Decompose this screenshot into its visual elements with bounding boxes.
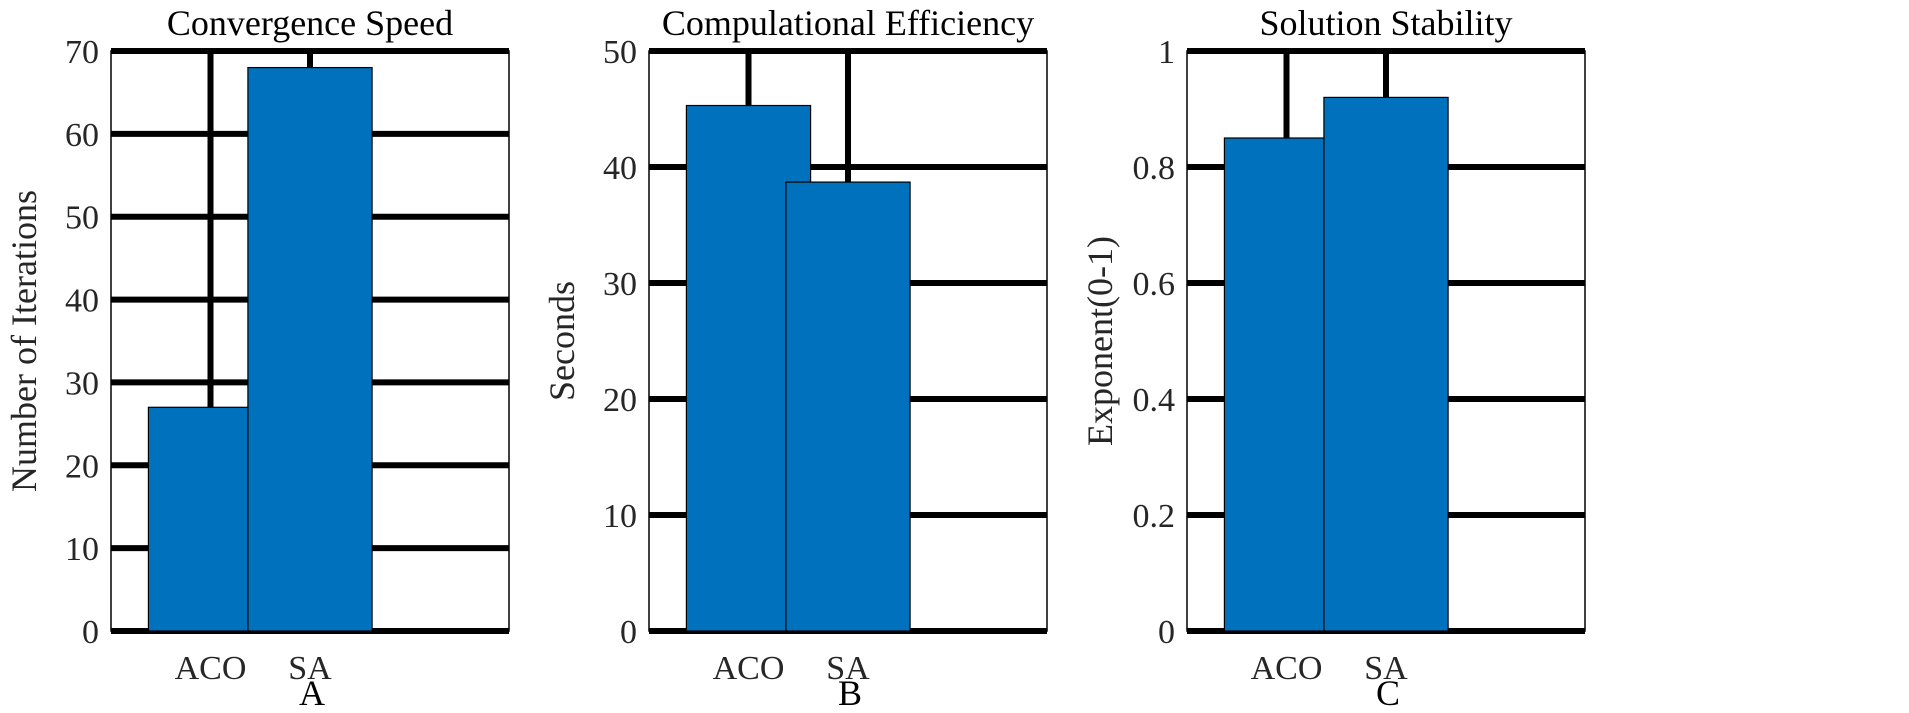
- chart-title: Compulational Efficiency: [662, 3, 1034, 43]
- y-tick-label: 1: [1158, 34, 1175, 71]
- y-tick-label: 0: [1158, 614, 1175, 651]
- y-tick-label: 50: [65, 200, 99, 237]
- y-tick-label: 0.6: [1133, 266, 1176, 303]
- y-tick-label: 30: [65, 365, 99, 402]
- chart-title: Solution Stability: [1259, 3, 1512, 43]
- y-axis-label: Seconds: [542, 281, 582, 401]
- y-tick-label: 10: [603, 498, 637, 535]
- y-axis-label: Number of Iterations: [4, 190, 44, 492]
- y-tick-label: 0.2: [1133, 498, 1176, 535]
- y-tick-label: 60: [65, 117, 99, 154]
- y-tick-label: 70: [65, 34, 99, 71]
- chart-panel-2: 0 10 20 30 40 50 ACO SA Compulational Efficiency…: [542, 3, 1048, 713]
- chart-panel-1: 0 10 20 30 40 50 60 70 ACO SA Convergence Speed A Nu…: [4, 3, 510, 713]
- x-axis-label: A: [299, 673, 325, 713]
- y-tick-label: 0.8: [1133, 150, 1176, 187]
- bar-sa: [247, 66, 373, 632]
- chart-title: Convergence Speed: [167, 3, 453, 43]
- y-tick-label: 30: [603, 266, 637, 303]
- y-tick-label: 40: [65, 283, 99, 320]
- chart-panel-3: 0 0.2 0.4 0.6 0.8 1 ACO SA Solution Stability C Ex…: [1080, 3, 1586, 713]
- y-tick-label: 0: [620, 614, 637, 651]
- y-tick-label: 0.4: [1133, 382, 1176, 419]
- y-tick-label: 20: [65, 448, 99, 485]
- bar-sa: [1323, 96, 1449, 632]
- y-tick-label: 50: [603, 34, 637, 71]
- x-tick-label: ACO: [1251, 650, 1323, 687]
- y-tick-label: 10: [65, 531, 99, 568]
- x-tick-label: SA: [1364, 650, 1408, 687]
- x-axis-label: B: [838, 673, 862, 713]
- y-axis-label: Exponent(0-1): [1080, 236, 1120, 446]
- x-tick-label: SA: [288, 650, 332, 687]
- x-tick-label: ACO: [175, 650, 247, 687]
- x-axis-label: C: [1376, 673, 1400, 713]
- y-tick-label: 20: [603, 382, 637, 419]
- bar-sa: [785, 181, 911, 632]
- y-tick-label: 40: [603, 150, 637, 187]
- y-tick-label: 0: [82, 614, 99, 651]
- x-tick-label: ACO: [713, 650, 785, 687]
- x-tick-label: SA: [826, 650, 870, 687]
